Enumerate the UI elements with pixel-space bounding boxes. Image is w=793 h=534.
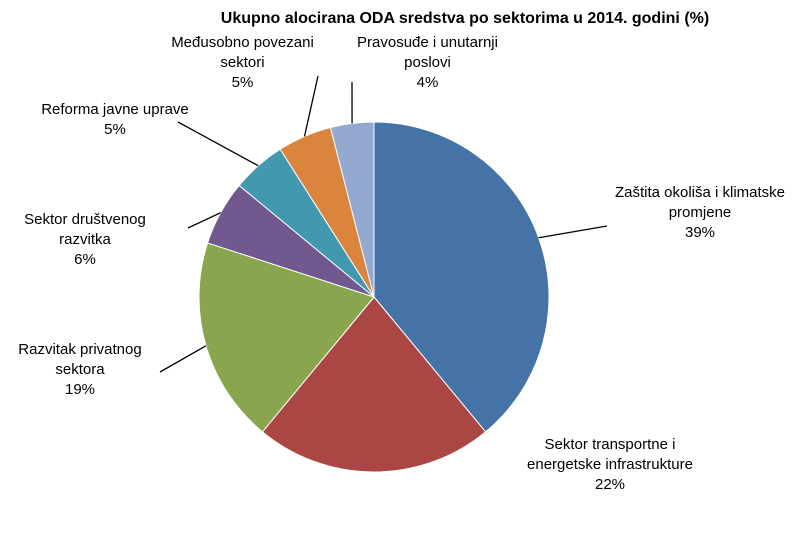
leader-line xyxy=(538,225,608,239)
category-label: Zaštita okoliša i klimatske promjene xyxy=(614,184,786,221)
leader-line xyxy=(187,212,221,229)
chart-title: Ukupno alocirana ODA sredstva po sektori… xyxy=(220,10,710,27)
slice-label: Sektor transportne i energetske infrastr… xyxy=(515,435,705,495)
leader-line xyxy=(159,345,207,373)
category-label: Razvitak privatnog sektora xyxy=(18,341,142,378)
pie-slice xyxy=(373,121,550,433)
value-label: 19% xyxy=(64,381,96,398)
category-label: Sektor društvenog razvitka xyxy=(24,211,146,248)
slice-label: Sektor društvenog razvitka 6% xyxy=(5,210,165,270)
slice-label: Međusobno povezani sektori 5% xyxy=(165,33,320,93)
pie-slice xyxy=(329,121,375,298)
leader-line xyxy=(303,75,319,137)
value-label: 4% xyxy=(416,74,439,91)
value-label: 5% xyxy=(104,121,126,138)
value-label: 5% xyxy=(231,74,254,91)
value-label: 39% xyxy=(684,224,716,241)
slice-label: Reforma javne uprave 5% xyxy=(40,100,190,140)
pie-slice xyxy=(261,296,487,473)
category-label: Međusobno povezani sektori xyxy=(171,34,314,71)
category-label: Sektor transportne i energetske infrastr… xyxy=(527,436,693,473)
value-label: 6% xyxy=(74,251,96,268)
value-label: 22% xyxy=(594,476,626,493)
category-label: Reforma javne uprave xyxy=(41,101,189,118)
slice-label: Pravosuđe i unutarnji poslovi 4% xyxy=(350,33,505,93)
pie-slice xyxy=(198,242,375,433)
slice-label: Zaštita okoliša i klimatske promjene 39% xyxy=(610,183,790,243)
category-label: Pravosuđe i unutarnji poslovi xyxy=(357,34,498,71)
leader-line xyxy=(177,121,259,167)
slice-label: Razvitak privatnog sektora 19% xyxy=(5,340,155,400)
